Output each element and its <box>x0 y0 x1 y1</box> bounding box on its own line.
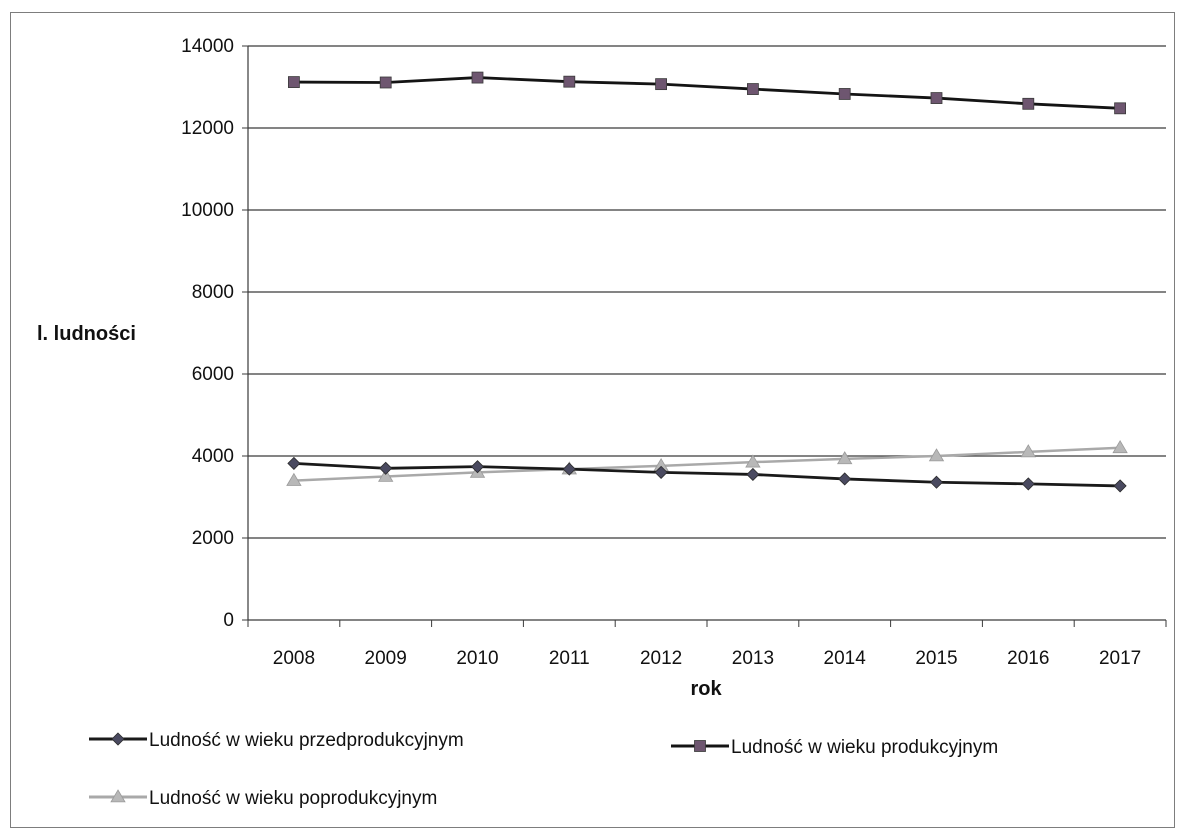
y-tick-label: 10000 <box>181 200 234 221</box>
x-axis-title: rok <box>690 678 722 700</box>
legend-label: Ludność w wieku poprodukcyjnym <box>149 788 437 809</box>
legend-item: Ludność w wieku poprodukcyjnym <box>89 788 437 809</box>
legend-label: Ludność w wieku produkcyjnym <box>731 737 998 758</box>
legend-label: Ludność w wieku przedprodukcyjnym <box>149 730 464 751</box>
legend: Ludność w wieku przedprodukcyjnym Ludność… <box>89 730 998 809</box>
x-tick-label: 2011 <box>549 648 590 669</box>
data-point <box>287 456 301 470</box>
y-tick-label: 12000 <box>181 118 234 139</box>
legend-marker <box>110 789 126 803</box>
legend-item: Ludność w wieku produkcyjnym <box>671 737 998 758</box>
y-tick-label: 2000 <box>192 528 234 549</box>
series <box>286 71 1128 493</box>
data-point <box>1021 477 1035 491</box>
data-point <box>930 92 943 104</box>
data-point <box>746 467 760 482</box>
x-tick-labels: 2008 2009 2010 2011 2012 2013 2014 2015 2016 2017 <box>273 648 1141 669</box>
axes <box>242 45 1167 627</box>
legend-item: Ludność w wieku przedprodukcyjnym <box>89 730 464 751</box>
y-tick-labels: 0 2000 4000 6000 8000 10000 12000 14000 <box>181 36 234 631</box>
x-tick-label: 2015 <box>915 648 957 669</box>
data-point <box>379 76 392 89</box>
series-line <box>293 446 1121 482</box>
data-point <box>1022 97 1035 110</box>
data-point <box>379 461 393 475</box>
data-point <box>1114 102 1126 115</box>
data-point <box>838 88 851 100</box>
y-tick-label: 4000 <box>192 446 234 467</box>
y-tick-label: 8000 <box>192 282 234 303</box>
legend-marker <box>694 740 706 752</box>
data-point <box>745 454 761 468</box>
x-tick-label: 2013 <box>732 648 774 669</box>
y-tick-label: 0 <box>223 610 234 631</box>
gridlines <box>248 45 1166 539</box>
data-point <box>838 472 852 486</box>
x-tick-label: 2009 <box>365 648 407 669</box>
data-point <box>747 83 759 95</box>
data-point <box>1112 440 1128 454</box>
data-point <box>654 465 668 479</box>
data-point <box>655 78 667 91</box>
data-point <box>928 448 945 462</box>
legend-marker <box>111 732 125 746</box>
data-point <box>1113 479 1127 493</box>
data-point <box>287 76 300 88</box>
y-axis-title: l. ludności <box>37 323 136 345</box>
data-point <box>1020 444 1036 458</box>
data-point <box>378 468 394 482</box>
data-point <box>470 460 485 474</box>
series-line <box>293 461 1121 488</box>
series-square <box>287 71 1126 115</box>
series-diamond <box>287 456 1127 493</box>
x-tick-label: 2014 <box>824 648 867 669</box>
data-point <box>562 462 576 476</box>
series-line <box>293 76 1121 110</box>
data-point <box>471 71 484 84</box>
series-triangle <box>286 440 1128 486</box>
x-tick-label: 2017 <box>1099 648 1141 669</box>
x-tick-label: 2008 <box>273 648 315 669</box>
data-point <box>929 475 944 489</box>
y-tick-label: 14000 <box>181 36 234 57</box>
x-tick-label: 2012 <box>640 648 682 669</box>
chart-frame: 0 2000 4000 6000 8000 10000 12000 14000 2008 200… <box>10 12 1175 828</box>
x-tick-label: 2016 <box>1007 648 1049 669</box>
data-point <box>563 75 576 88</box>
data-point <box>286 472 302 486</box>
data-point <box>837 451 853 465</box>
y-tick-label: 6000 <box>192 364 234 385</box>
x-tick-label: 2010 <box>456 648 498 669</box>
